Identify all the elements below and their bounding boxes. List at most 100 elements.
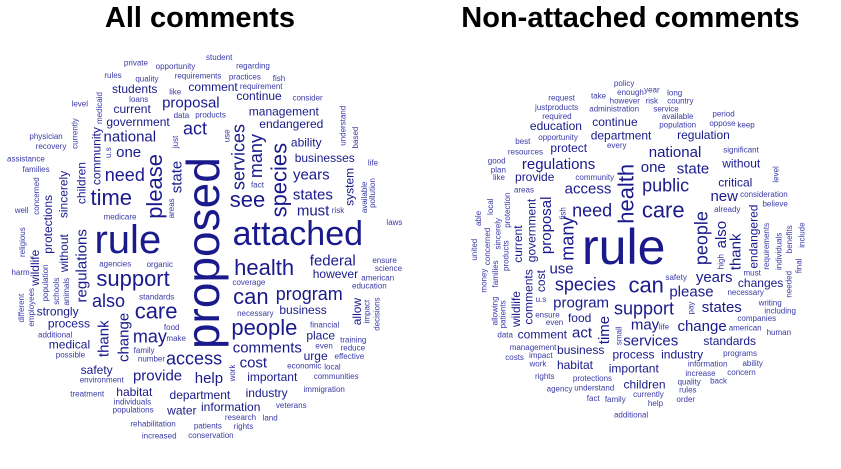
cloud-word: children — [74, 162, 88, 204]
cloud-word: data — [497, 330, 513, 339]
cloud-word: however — [313, 267, 358, 281]
cloud-word: current — [511, 225, 525, 263]
cloud-word: may — [133, 326, 167, 346]
cloud-word: businesses — [295, 151, 355, 165]
cloud-word: justproducts — [534, 103, 578, 112]
cloud-word: critical — [718, 175, 752, 189]
cloud-word: years — [696, 269, 733, 286]
cloud-word: training — [340, 335, 366, 344]
cloud-word: animals — [62, 278, 71, 306]
cloud-word: service — [653, 104, 679, 113]
cloud-word: companies — [737, 314, 776, 323]
cloud-word: just — [171, 135, 180, 149]
cloud-word: make — [166, 334, 186, 343]
cloud-word: thank — [95, 320, 112, 357]
cloud-word: regarding — [236, 62, 270, 71]
cloud-word: areas — [514, 185, 534, 194]
cloud-word: many — [558, 217, 578, 261]
cloud-word: understand — [339, 106, 348, 146]
cloud-word: immigration — [304, 385, 345, 394]
cloud-word: children — [623, 377, 665, 391]
cloud-word: practices — [229, 72, 261, 81]
cloud-word: must — [744, 269, 762, 278]
cloud-word: every — [607, 141, 627, 150]
cloud-word: risk — [646, 97, 659, 106]
cloud-word: available — [360, 181, 369, 213]
cloud-word: national — [104, 129, 157, 146]
cloud-word: local — [324, 363, 341, 372]
cloud-word: cost — [240, 355, 268, 372]
cloud-word: like — [169, 87, 182, 96]
cloud-word: protection — [503, 193, 512, 228]
non-attached-comments-title: Non-attached comments — [461, 2, 800, 34]
cloud-word: proposal — [162, 95, 220, 112]
cloud-word: standards — [703, 334, 756, 348]
cloud-word: final — [794, 258, 803, 273]
cloud-word: provide — [133, 368, 182, 385]
cloud-word: wildlife — [28, 249, 42, 286]
cloud-word: fish — [273, 74, 285, 83]
cloud-word: education — [530, 119, 582, 133]
cloud-word: department — [591, 129, 652, 143]
cloud-word: need — [572, 201, 612, 221]
cloud-word: strongly — [37, 304, 79, 318]
cloud-word: help — [648, 399, 664, 408]
cloud-word: health — [613, 164, 638, 224]
cloud-word: employees — [27, 288, 36, 327]
cloud-word: costs — [505, 353, 524, 362]
cloud-word: policy — [614, 79, 634, 88]
cloud-word: government — [106, 115, 170, 129]
cloud-word: ability — [291, 135, 322, 149]
cloud-word: fact — [251, 181, 265, 190]
cloud-word: land — [263, 414, 278, 423]
cloud-word: families — [23, 165, 50, 174]
cloud-word: country — [667, 96, 693, 105]
cloud-word: quality — [678, 378, 701, 387]
cloud-word: pollution — [368, 178, 377, 208]
cloud-word: products — [195, 111, 226, 120]
cloud-word: include — [797, 222, 806, 248]
cloud-word: state — [677, 160, 710, 177]
cloud-word: student — [206, 53, 233, 62]
cloud-word: keep — [737, 121, 755, 130]
cloud-word: allowing — [491, 296, 500, 325]
cloud-word: communities — [314, 372, 359, 381]
cloud-word: harm — [11, 268, 30, 277]
cloud-word: enough — [617, 88, 644, 97]
cloud-word: organic — [147, 260, 173, 269]
cloud-word: rule — [94, 218, 161, 262]
cloud-word: possible — [56, 351, 86, 360]
cloud-word: human — [767, 328, 791, 337]
cloud-word: number — [138, 355, 165, 364]
cloud-word: local — [486, 198, 495, 215]
cloud-word: impact — [363, 299, 372, 323]
cloud-word: products — [501, 240, 510, 271]
cloud-word: populations — [113, 406, 154, 415]
cloud-word: pay — [686, 302, 695, 315]
cloud-word: continue — [592, 115, 638, 129]
cloud-word: long — [667, 88, 682, 97]
cloud-word: safety — [665, 273, 686, 282]
cloud-word: rights — [535, 372, 555, 381]
cloud-word: administration — [589, 105, 639, 114]
cloud-word: agency — [547, 384, 573, 393]
cloud-word: u.s — [536, 295, 547, 304]
cloud-word: medicaid — [95, 92, 104, 124]
cloud-word: industry — [246, 386, 288, 400]
cloud-word: rules — [679, 385, 696, 394]
cloud-word: plan — [491, 165, 506, 174]
cloud-word: areas — [167, 198, 176, 218]
cloud-word: based — [351, 127, 360, 149]
cloud-word: program — [553, 295, 609, 312]
cloud-word: habitat — [116, 385, 153, 399]
cloud-word: physician — [29, 132, 62, 141]
cloud-word: federal — [310, 253, 356, 270]
cloud-word: economic — [287, 362, 321, 371]
cloud-word: business — [279, 303, 326, 317]
cloud-word: government — [525, 198, 539, 262]
cloud-word: many — [246, 134, 266, 178]
cloud-word: comment — [188, 80, 238, 94]
cloud-word: work — [228, 364, 237, 383]
cloud-word: financial — [310, 321, 340, 330]
cloud-word: concerned — [32, 177, 41, 214]
